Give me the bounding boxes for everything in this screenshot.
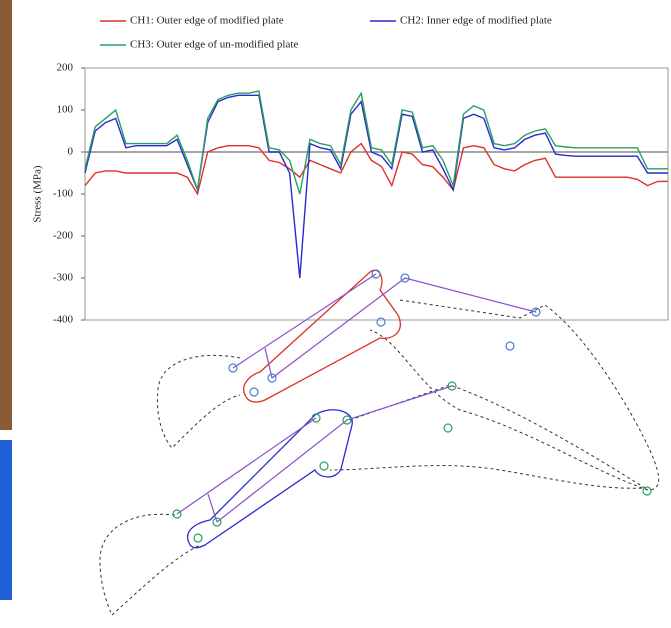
y-tick-label: -200 <box>53 230 74 242</box>
joint <box>400 273 410 283</box>
series-line <box>84 142 668 196</box>
outline <box>156 354 241 449</box>
y-tick-label: 200 <box>57 62 74 74</box>
joint <box>447 381 457 391</box>
link-blue <box>187 409 353 549</box>
joint <box>505 341 515 351</box>
photo-edge <box>0 0 12 430</box>
joint <box>376 317 386 327</box>
joint <box>311 413 321 423</box>
outline <box>99 513 201 616</box>
legend-label: CH3: Outer edge of un-modified plate <box>130 39 298 51</box>
y-tick-label: -300 <box>53 272 74 284</box>
joint <box>172 509 182 519</box>
joint <box>319 461 329 471</box>
series-line <box>84 94 668 279</box>
joint <box>193 533 203 543</box>
y-tick-label: -400 <box>53 314 74 326</box>
joint <box>342 415 352 425</box>
joint <box>371 269 381 279</box>
y-axis-label: Stress (MPa) <box>32 165 44 222</box>
legend-label: CH1: Outer edge of modified plate <box>130 15 284 27</box>
photo-edge <box>0 440 12 600</box>
link-purple <box>232 273 537 379</box>
joint <box>212 517 222 527</box>
joint <box>443 423 453 433</box>
y-tick-label: 0 <box>68 146 74 158</box>
outline <box>329 384 647 489</box>
link-purple <box>176 385 453 523</box>
legend-label: CH2: Inner edge of modified plate <box>400 15 552 27</box>
diagram <box>99 269 660 616</box>
joint <box>228 363 238 373</box>
series-line <box>84 90 668 195</box>
outline <box>369 299 660 491</box>
joint <box>642 486 652 496</box>
y-tick-label: -100 <box>53 188 74 200</box>
joint <box>249 387 259 397</box>
link-red <box>243 269 401 403</box>
joint <box>531 307 541 317</box>
y-tick-label: 100 <box>57 104 74 116</box>
joint <box>267 373 277 383</box>
